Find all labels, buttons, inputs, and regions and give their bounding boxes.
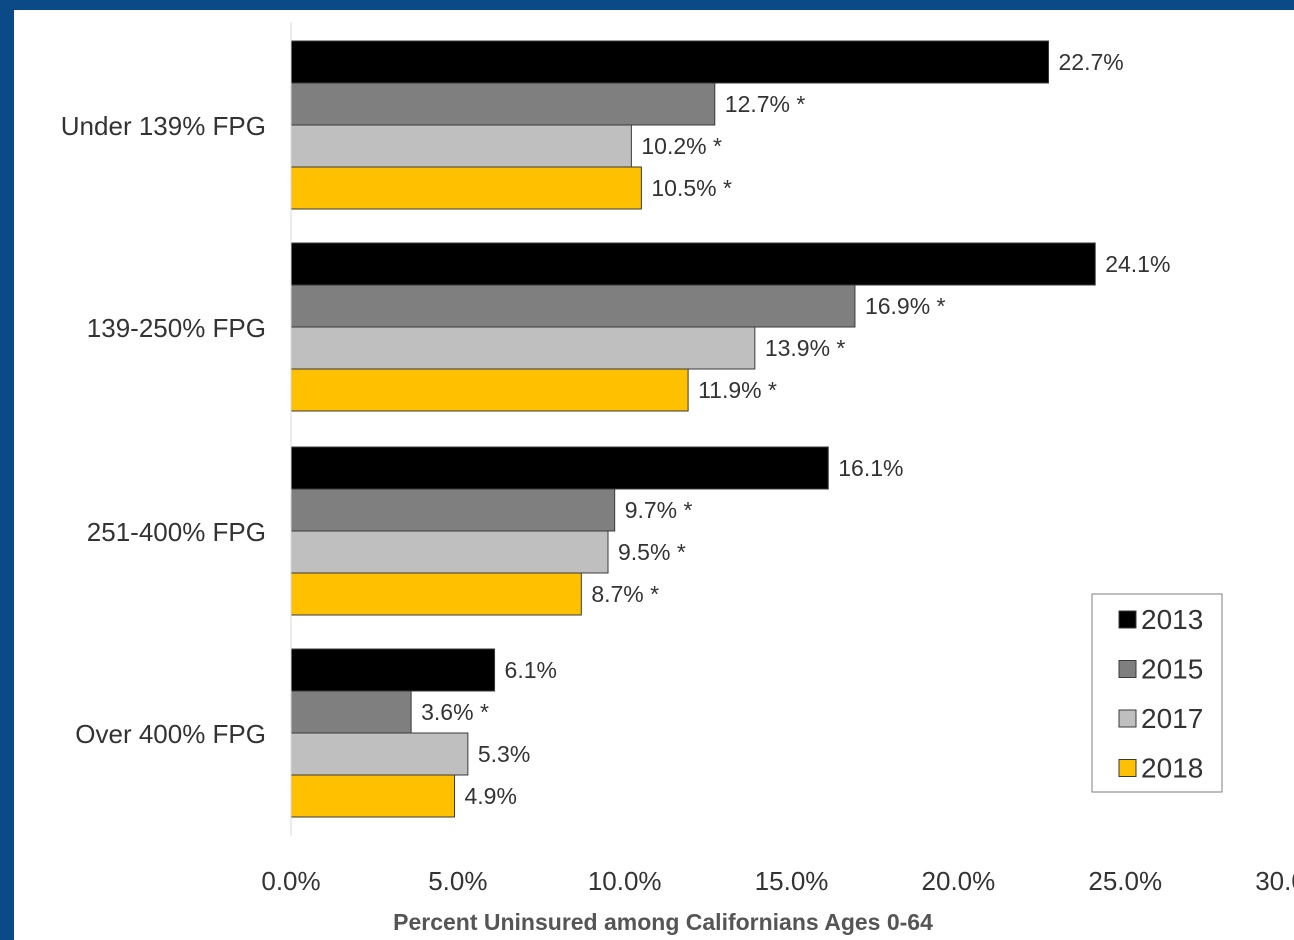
- bar-2018-3: [290, 774, 456, 818]
- bar-2013-3: [290, 648, 496, 692]
- data-label-2018-1: 11.9% *: [698, 377, 777, 403]
- data-label-2017-1: 13.9% *: [765, 335, 846, 361]
- data-label-2018-0: 10.5% *: [651, 175, 732, 201]
- legend-box: [1091, 593, 1223, 793]
- data-labels: 22.7% 12.7% *10.2% * 10.5% * 24.1% 16.9% * 13…: [421, 49, 1170, 809]
- data-label-2015-2: 9.7% *: [625, 497, 693, 523]
- category-label-1: 139-250% FPG: [87, 313, 266, 343]
- chart-panel: Under 139% FPG 139-250% FPG 251-400% FPG Ov…: [14, 10, 1294, 940]
- category-label-0: Under 139% FPG: [61, 111, 266, 141]
- x-tick-label-4: 20.0%: [922, 866, 996, 896]
- data-label-2013-1: 24.1%: [1105, 251, 1170, 277]
- x-axis-title: Percent Uninsured among Californians Age…: [393, 909, 933, 935]
- legend-label-2018: 2018: [1141, 753, 1203, 784]
- legend-swatch-2015: [1118, 660, 1137, 678]
- bar-2017-0: [290, 124, 632, 168]
- x-tick-label-1: 5.0%: [428, 866, 487, 896]
- x-tick-labels: 0.0% 5.0% 10.0% 15.0% 20.0% 25.0% 30.0%: [261, 866, 1294, 896]
- bar-2013-2: [290, 446, 829, 490]
- category-label-2: 251-400% FPG: [87, 517, 266, 547]
- legend-swatch-2018: [1118, 759, 1137, 777]
- x-tick-label-6: 30.0%: [1255, 866, 1294, 896]
- data-label-2018-2: 8.7% *: [591, 581, 659, 607]
- category-label-3: Over 400% FPG: [75, 719, 266, 749]
- data-label-2013-3: 6.1%: [505, 657, 557, 683]
- data-label-2017-0: 10.2% *: [641, 133, 722, 159]
- legend-label-2017: 2017: [1141, 703, 1203, 734]
- bar-2015-1: [290, 284, 856, 328]
- bar-2017-1: [290, 326, 756, 370]
- bar-2018-1: [290, 368, 689, 412]
- bar-2015-3: [290, 690, 412, 734]
- uninsured-bar-chart: Under 139% FPG 139-250% FPG 251-400% FPG Ov…: [61, 22, 1294, 935]
- legend-label-2013: 2013: [1141, 604, 1203, 635]
- category-labels: Under 139% FPG 139-250% FPG 251-400% FPG Ov…: [61, 111, 266, 749]
- bar-2013-1: [290, 242, 1096, 286]
- bar-2015-0: [290, 82, 716, 126]
- data-label-2015-0: 12.7% *: [725, 91, 806, 117]
- data-label-2013-2: 16.1%: [838, 455, 903, 481]
- bar-2015-2: [290, 488, 616, 532]
- data-label-2015-1: 16.9% *: [865, 293, 946, 319]
- legend: 2013 2015 2017 2018: [1091, 593, 1223, 793]
- bar-2018-0: [290, 166, 642, 210]
- data-label-2015-3: 3.6% *: [421, 699, 489, 725]
- data-label-2017-2: 9.5% *: [618, 539, 686, 565]
- data-label-2017-3: 5.3%: [478, 741, 530, 767]
- data-label-2013-0: 22.7%: [1058, 49, 1123, 75]
- bar-2017-2: [290, 530, 609, 574]
- legend-swatch-2017: [1118, 709, 1137, 728]
- bars-group: [290, 40, 1096, 818]
- legend-swatch-2013: [1118, 610, 1137, 629]
- x-tick-label-0: 0.0%: [261, 866, 320, 896]
- x-tick-label-3: 15.0%: [755, 866, 829, 896]
- legend-label-2015: 2015: [1141, 654, 1203, 685]
- x-tick-label-2: 10.0%: [588, 866, 662, 896]
- bar-2017-3: [290, 732, 469, 776]
- bar-2013-0: [290, 40, 1049, 84]
- bar-2018-2: [290, 572, 582, 616]
- data-label-2018-3: 4.9%: [465, 783, 517, 809]
- x-tick-label-5: 25.0%: [1088, 866, 1162, 896]
